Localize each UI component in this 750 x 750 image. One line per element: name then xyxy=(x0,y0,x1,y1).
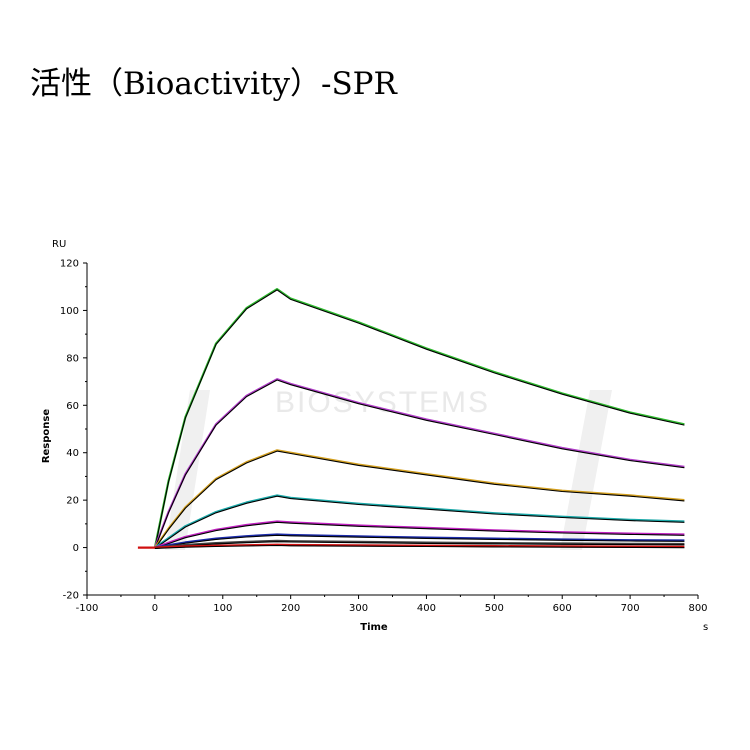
y-tick-label: -20 xyxy=(63,591,79,602)
x-tick-label: 400 xyxy=(417,603,436,614)
series-line xyxy=(154,539,685,549)
series-line xyxy=(154,494,685,549)
x-tick-label: 100 xyxy=(213,603,232,614)
x-tick-label: 500 xyxy=(485,603,504,614)
watermark-text: BIOSYSTEMS xyxy=(275,386,490,419)
y-axis-title: Response xyxy=(41,409,52,464)
x-tick-label: 0 xyxy=(152,603,158,614)
x-tick-label: 800 xyxy=(688,603,707,614)
y-tick-label: 100 xyxy=(60,306,79,317)
x-tick-label: 600 xyxy=(553,603,572,614)
x-tick-label: 200 xyxy=(281,603,300,614)
x-axis-title: Time xyxy=(360,622,388,633)
fit-line xyxy=(154,521,685,549)
fit-line xyxy=(154,534,685,549)
fit-line xyxy=(154,379,685,549)
y-tick-label: 40 xyxy=(66,448,79,459)
y-tick-label: 0 xyxy=(73,543,79,554)
series-line xyxy=(137,543,685,549)
x-tick-label: 300 xyxy=(349,603,368,614)
fit-line xyxy=(154,450,685,549)
fit-line xyxy=(154,289,685,549)
series-group xyxy=(137,288,685,549)
series-line xyxy=(154,533,685,549)
x-tick-label: -100 xyxy=(76,603,99,614)
series-line xyxy=(154,520,685,549)
page-title: 活性（Bioactivity）-SPR xyxy=(30,66,397,102)
fit-line xyxy=(154,544,685,549)
y-tick-label: 120 xyxy=(60,259,79,270)
x-tick-label: 700 xyxy=(621,603,640,614)
watermark-glyph xyxy=(560,390,612,550)
y-unit-label: RU xyxy=(52,239,66,250)
y-tick-label: 20 xyxy=(66,496,79,507)
x-unit-label: s xyxy=(703,622,708,633)
y-tick-label: 60 xyxy=(66,401,79,412)
axes: -20 0 20 40 60 80 100 120 -100 0 100 200 300 400 500 60… xyxy=(60,259,708,615)
fit-line xyxy=(154,495,685,549)
series-line xyxy=(154,449,685,549)
y-tick-label: 80 xyxy=(66,353,79,364)
